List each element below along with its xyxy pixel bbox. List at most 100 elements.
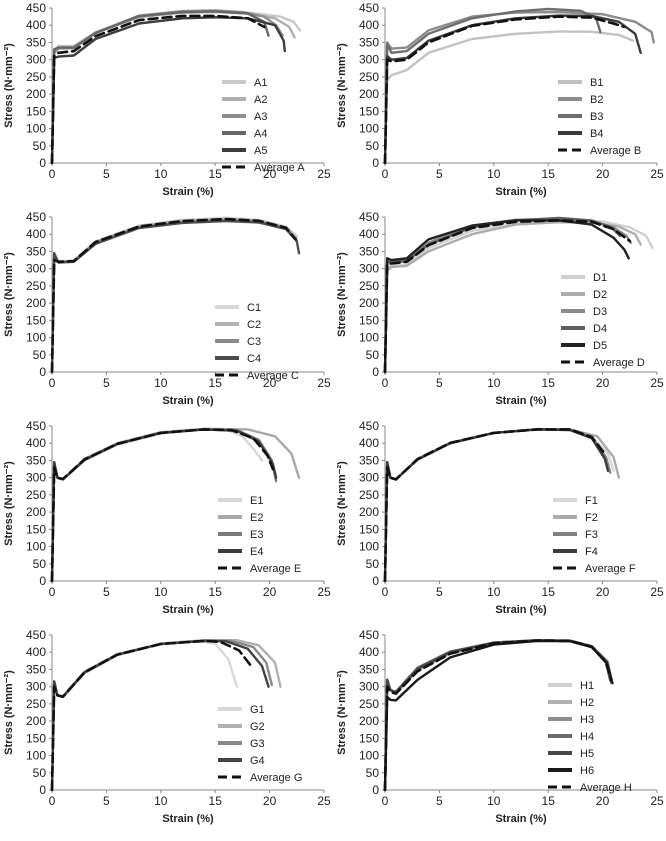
legend-label: C2 xyxy=(247,319,261,331)
y-tick-label: 50 xyxy=(33,557,47,571)
y-tick-label: 50 xyxy=(366,766,380,780)
y-axis-title: Stress (N·mm⁻²) xyxy=(336,670,348,755)
y-tick-label: 200 xyxy=(359,714,379,728)
legend-label: G2 xyxy=(250,721,265,733)
series-line-average-f xyxy=(383,428,608,583)
x-tick-label: 15 xyxy=(542,167,556,181)
x-tick-label: 0 xyxy=(382,376,389,390)
y-tick-label: 0 xyxy=(39,365,46,379)
legend-label: C1 xyxy=(247,302,261,314)
legend-label: E1 xyxy=(250,495,263,507)
y-tick-label: 200 xyxy=(359,87,379,101)
x-tick-label: 10 xyxy=(154,167,168,181)
legend-label: G4 xyxy=(250,755,265,767)
series-line-e3 xyxy=(50,428,278,583)
x-tick-label: 15 xyxy=(542,376,556,390)
x-tick-label: 25 xyxy=(650,794,664,808)
y-axis-title: Stress (N·mm⁻²) xyxy=(336,43,348,128)
y-tick-label: 250 xyxy=(26,697,46,711)
x-tick-label: 15 xyxy=(542,585,556,599)
x-tick-label: 15 xyxy=(209,585,223,599)
legend-label: D3 xyxy=(593,306,607,318)
legend-label: A5 xyxy=(254,145,267,157)
x-tick-label: 20 xyxy=(596,794,610,808)
legend-label: C3 xyxy=(247,336,261,348)
y-tick-label: 0 xyxy=(372,783,379,797)
x-tick-label: 10 xyxy=(154,376,168,390)
chart-panel-1: 0 5 10 15 20 25 0 50 100 150 200 250 300 350 400 450 Str… xyxy=(0,0,333,209)
x-axis-title: Strain (%) xyxy=(162,604,214,616)
y-tick-label: 0 xyxy=(372,156,379,170)
x-axis-title: Strain (%) xyxy=(495,604,547,616)
series-line-d2 xyxy=(383,221,642,374)
legend-label: A1 xyxy=(254,77,267,89)
series-line-f2 xyxy=(383,428,621,583)
y-axis-title: Stress (N·mm⁻²) xyxy=(3,670,15,755)
legend: D1 D2 D3 D4 D5 Average D xyxy=(561,272,645,369)
x-tick-label: 5 xyxy=(103,376,110,390)
y-tick-label: 300 xyxy=(359,471,379,485)
y-tick-label: 0 xyxy=(39,156,46,170)
y-tick-label: 450 xyxy=(26,419,46,433)
legend-label: Average C xyxy=(247,370,299,382)
legend-label: Average D xyxy=(593,357,645,369)
y-tick-label: 0 xyxy=(39,574,46,588)
series-line-a5 xyxy=(50,16,286,165)
legend-label: D5 xyxy=(593,340,607,352)
y-tick-label: 200 xyxy=(359,505,379,519)
legend-label: H5 xyxy=(580,748,594,760)
legend-label: H2 xyxy=(580,697,594,709)
x-tick-label: 5 xyxy=(436,167,443,181)
x-tick-label: 0 xyxy=(382,585,389,599)
x-tick-label: 10 xyxy=(487,794,501,808)
y-tick-label: 400 xyxy=(359,436,379,450)
x-tick-label: 10 xyxy=(154,585,168,599)
y-tick-label: 450 xyxy=(359,210,379,224)
legend-label: B1 xyxy=(590,77,603,89)
series-line-e1 xyxy=(50,428,264,583)
x-tick-label: 0 xyxy=(382,794,389,808)
x-tick-label: 25 xyxy=(650,585,664,599)
y-tick-label: 450 xyxy=(26,210,46,224)
legend-label: G1 xyxy=(250,704,265,716)
legend: H1 H2 H3 H4 H5 H6 Average H xyxy=(548,680,632,794)
y-tick-label: 250 xyxy=(26,70,46,84)
y-tick-label: 250 xyxy=(359,697,379,711)
series-line-e4 xyxy=(50,428,278,583)
legend-label: H6 xyxy=(580,765,594,777)
series-line-a4 xyxy=(50,10,270,165)
legend-label: H4 xyxy=(580,731,594,743)
x-axis-title: Strain (%) xyxy=(162,395,214,407)
y-tick-label: 300 xyxy=(359,53,379,67)
series-line-g2 xyxy=(50,639,282,792)
y-tick-label: 150 xyxy=(359,731,379,745)
series-line-a3 xyxy=(50,9,284,165)
series-line-c4 xyxy=(50,219,301,374)
series-line-average-h xyxy=(383,639,613,792)
y-axis-title: Stress (N·mm⁻²) xyxy=(3,252,15,337)
series-line-d5 xyxy=(383,219,630,374)
legend-label: Average A xyxy=(254,162,305,174)
y-tick-label: 50 xyxy=(33,139,47,153)
chart-panel-2: 0 5 10 15 20 25 0 50 100 150 200 250 300 350 400 450 Str… xyxy=(333,0,666,209)
y-tick-label: 150 xyxy=(26,313,46,327)
legend-label: A4 xyxy=(254,128,267,140)
legend-label: A2 xyxy=(254,94,267,106)
series-line-h3 xyxy=(383,639,613,792)
series-line-f3 xyxy=(383,427,612,583)
y-tick-label: 450 xyxy=(26,1,46,15)
stress-strain-chart-1: 0 5 10 15 20 25050100150200250300350400450Str… xyxy=(3,1,331,198)
stress-strain-chart-6: 0 5 10 15 20 25050100150200250300350400450Str… xyxy=(336,419,664,616)
y-tick-label: 50 xyxy=(33,348,47,362)
y-tick-label: 100 xyxy=(26,540,46,554)
y-tick-label: 200 xyxy=(26,714,46,728)
x-tick-label: 0 xyxy=(49,376,56,390)
legend-label: A3 xyxy=(254,111,267,123)
legend-label: D2 xyxy=(593,289,607,301)
y-tick-label: 150 xyxy=(359,522,379,536)
legend-label: G3 xyxy=(250,738,265,750)
legend: A1 A2 A3 A4 A5 Average A xyxy=(222,77,305,174)
series-line-average-a xyxy=(50,14,266,165)
y-tick-label: 250 xyxy=(26,279,46,293)
